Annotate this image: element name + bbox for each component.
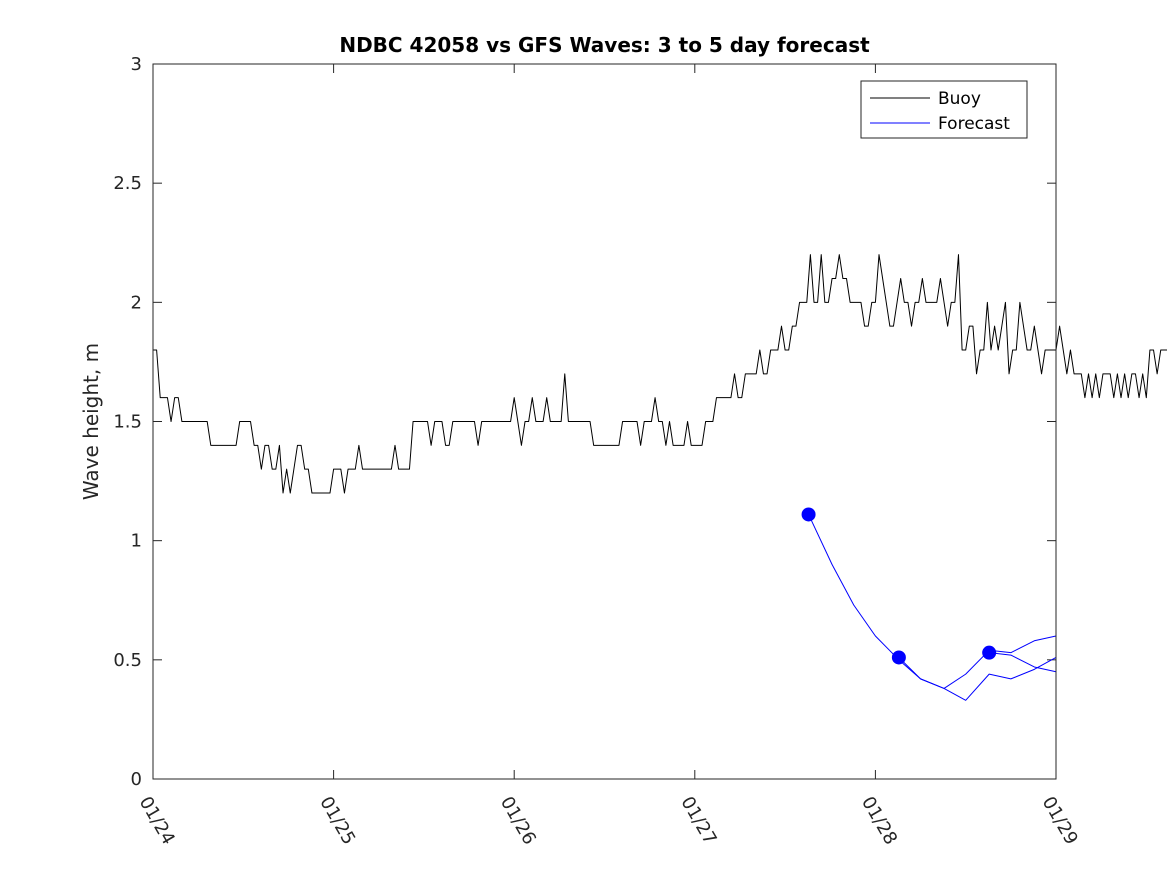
chart-title: NDBC 42058 vs GFS Waves: 3 to 5 day fore… — [339, 33, 870, 57]
y-tick-label: 2 — [131, 292, 142, 313]
y-tick-label: 0.5 — [113, 650, 142, 671]
legend-label-forecast: Forecast — [938, 114, 1010, 134]
legend-label-buoy: Buoy — [938, 89, 981, 109]
series-layer — [153, 254, 1167, 701]
y-tick-label: 1 — [131, 531, 142, 552]
y-axis-title: Wave height, m — [79, 343, 103, 500]
y-tick-labels: 0 0.5 1 1.5 2 2.5 3 — [113, 54, 142, 790]
forecast-marker — [801, 507, 816, 522]
series-line-buoy — [153, 254, 1167, 494]
series-line-forecast-run-3 — [989, 652, 1057, 673]
plot-area — [153, 64, 1056, 779]
series-line-forecast-run-2 — [898, 635, 1057, 689]
y-tick-label: 3 — [131, 54, 142, 75]
legend: Buoy Forecast — [860, 80, 1028, 139]
y-tick-label: 1.5 — [113, 412, 142, 433]
forecast-marker — [982, 645, 997, 660]
y-tick-label: 0 — [131, 769, 142, 790]
legend-box — [860, 80, 1028, 139]
y-tick-label: 2.5 — [113, 173, 142, 194]
forecast-marker — [891, 650, 906, 665]
plot-frame — [152, 63, 1057, 780]
